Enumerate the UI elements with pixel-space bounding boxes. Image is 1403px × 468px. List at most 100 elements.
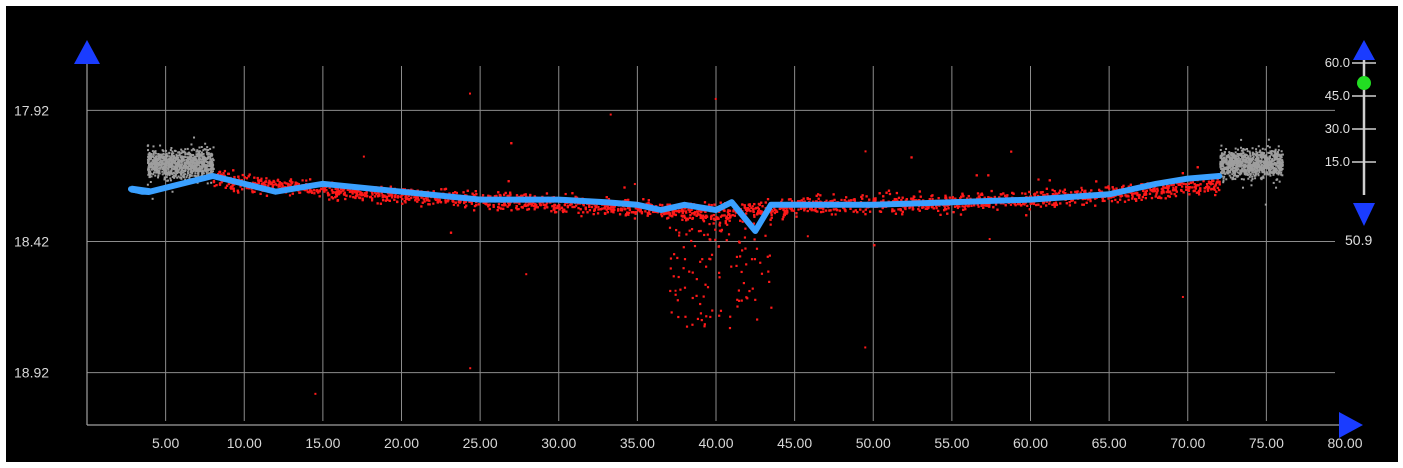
red-point — [291, 192, 294, 195]
red-point — [756, 206, 760, 209]
gray-point — [179, 176, 182, 179]
gray-point — [1232, 164, 1235, 167]
gray-point — [174, 168, 177, 171]
gray-point — [178, 154, 181, 157]
red-point — [782, 208, 785, 211]
red-point — [1094, 204, 1097, 207]
gray-point — [190, 164, 193, 167]
gray-point — [1247, 177, 1250, 180]
red-point — [808, 198, 811, 201]
gray-point — [188, 151, 191, 154]
red-point — [330, 196, 333, 199]
gray-point — [1275, 152, 1278, 155]
gray-point — [1251, 147, 1254, 150]
gray-point — [1227, 153, 1230, 156]
red-point — [334, 187, 337, 190]
gray-point — [1253, 171, 1256, 174]
gray-point — [193, 167, 196, 170]
gray-point — [1249, 173, 1252, 176]
red-point — [961, 205, 964, 208]
gray-point — [191, 161, 194, 164]
gray-point — [1237, 168, 1240, 171]
gray-point — [161, 168, 164, 171]
gray-point — [1280, 161, 1283, 164]
red-point — [1011, 191, 1014, 195]
gray-point — [1262, 175, 1265, 178]
gray-point — [1269, 168, 1272, 171]
gray-point — [1237, 155, 1240, 158]
red-point — [563, 203, 566, 207]
gray-point — [201, 163, 204, 166]
gray-point — [1267, 163, 1270, 166]
gray-point — [1241, 170, 1244, 173]
gray-point — [1227, 163, 1230, 166]
red-point — [432, 190, 435, 193]
red-point — [1123, 200, 1127, 203]
red-point — [524, 193, 527, 196]
gray-point — [184, 178, 187, 181]
gray-point — [1262, 160, 1265, 163]
gray-point — [1247, 164, 1250, 167]
red-point — [337, 191, 341, 194]
red-point — [539, 203, 542, 206]
red-point — [910, 197, 913, 200]
gray-point — [162, 165, 165, 168]
red-point — [220, 181, 223, 184]
gray-point — [166, 160, 169, 163]
gray-point — [152, 159, 155, 162]
gray-point — [168, 165, 171, 168]
gray-point — [183, 159, 186, 162]
gray-point — [1232, 172, 1235, 175]
gray-point — [1220, 152, 1223, 155]
gray-point — [1270, 150, 1273, 153]
gray-point — [197, 171, 200, 174]
gray-point — [1274, 155, 1277, 158]
gray-point — [1267, 173, 1270, 176]
gray-point — [192, 161, 195, 164]
red-point — [881, 206, 884, 210]
red-point — [660, 214, 664, 218]
gray-point — [202, 161, 205, 164]
gray-point — [201, 155, 204, 158]
gray-point — [149, 173, 152, 176]
red-point — [697, 209, 701, 212]
red-point — [613, 208, 616, 211]
gray-point — [196, 162, 199, 165]
red-point — [675, 228, 678, 232]
gray-point — [1227, 160, 1230, 163]
gray-point — [1259, 154, 1262, 157]
red-point — [958, 205, 961, 208]
gray-point — [1236, 171, 1239, 174]
gray-point — [1280, 150, 1283, 153]
gray-point — [1270, 153, 1273, 156]
gray-point — [1232, 177, 1235, 180]
gray-point — [1252, 156, 1255, 159]
red-point — [666, 217, 669, 220]
red-point — [288, 194, 292, 197]
gray-point — [196, 150, 199, 153]
gray-point — [1221, 167, 1224, 170]
red-point — [510, 142, 513, 145]
gray-point — [1261, 170, 1264, 173]
red-point — [1075, 191, 1079, 194]
gray-point — [212, 146, 215, 149]
gray-point — [171, 155, 174, 158]
red-point — [227, 182, 230, 186]
gray-point — [1247, 167, 1250, 170]
gray-point — [1244, 153, 1247, 156]
red-point — [1002, 192, 1005, 195]
red-point — [749, 209, 752, 213]
gray-point — [1247, 157, 1250, 160]
red-point — [828, 209, 831, 212]
gray-point — [173, 149, 176, 152]
red-point — [845, 200, 848, 203]
red-point — [597, 208, 600, 211]
gray-point — [1247, 158, 1250, 161]
gray-point — [1233, 173, 1236, 176]
gray-point — [194, 155, 197, 158]
red-point — [878, 210, 881, 213]
red-point — [558, 208, 561, 211]
red-point — [1076, 190, 1079, 193]
gray-point — [174, 169, 177, 172]
red-point — [239, 185, 242, 188]
